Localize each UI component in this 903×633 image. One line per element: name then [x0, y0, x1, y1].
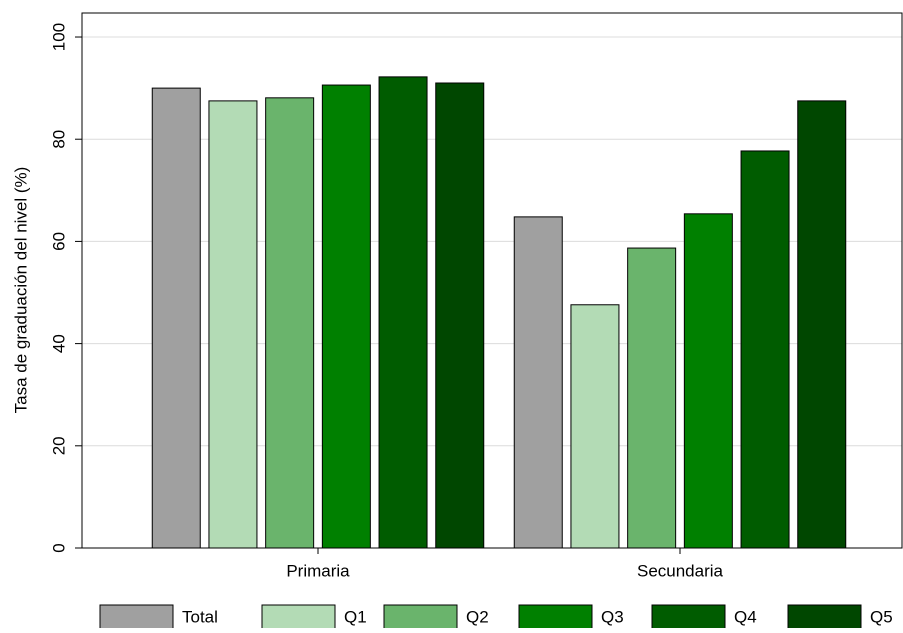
- y-tick-label: 40: [49, 334, 68, 353]
- bar: [321, 84, 371, 549]
- legend-label: Q2: [466, 607, 489, 626]
- legend-label: Q3: [601, 607, 624, 626]
- y-tick-label: 20: [49, 436, 68, 455]
- bar: [797, 100, 847, 549]
- x-tick-label: Primaria: [286, 561, 350, 580]
- legend-swatch: [99, 604, 174, 630]
- bar: [265, 97, 315, 549]
- bar: [740, 150, 790, 549]
- y-axis-label: Tasa de graduación del nivel (%): [11, 167, 30, 414]
- x-tick-label: Secundaria: [637, 561, 724, 580]
- y-tick-label: 80: [49, 130, 68, 149]
- bar: [208, 100, 258, 549]
- legend-label: Q1: [344, 607, 367, 626]
- bar: [151, 87, 201, 549]
- legend-label: Q5: [870, 607, 893, 626]
- legend-swatch: [787, 604, 862, 630]
- bar: [513, 216, 563, 549]
- legend-swatch: [651, 604, 726, 630]
- legend-swatch: [261, 604, 336, 630]
- legend-label: Q4: [734, 607, 757, 626]
- legend-swatch: [383, 604, 458, 630]
- plot-frame: [81, 12, 903, 549]
- bar: [627, 247, 677, 549]
- bar: [435, 82, 485, 549]
- bar: [570, 304, 620, 549]
- bar: [378, 76, 428, 549]
- bar: [683, 213, 733, 549]
- y-tick-label: 60: [49, 232, 68, 251]
- legend-label: Total: [182, 607, 218, 626]
- legend-swatch: [518, 604, 593, 630]
- y-tick-label: 100: [49, 23, 68, 51]
- y-tick-label: 0: [49, 543, 68, 552]
